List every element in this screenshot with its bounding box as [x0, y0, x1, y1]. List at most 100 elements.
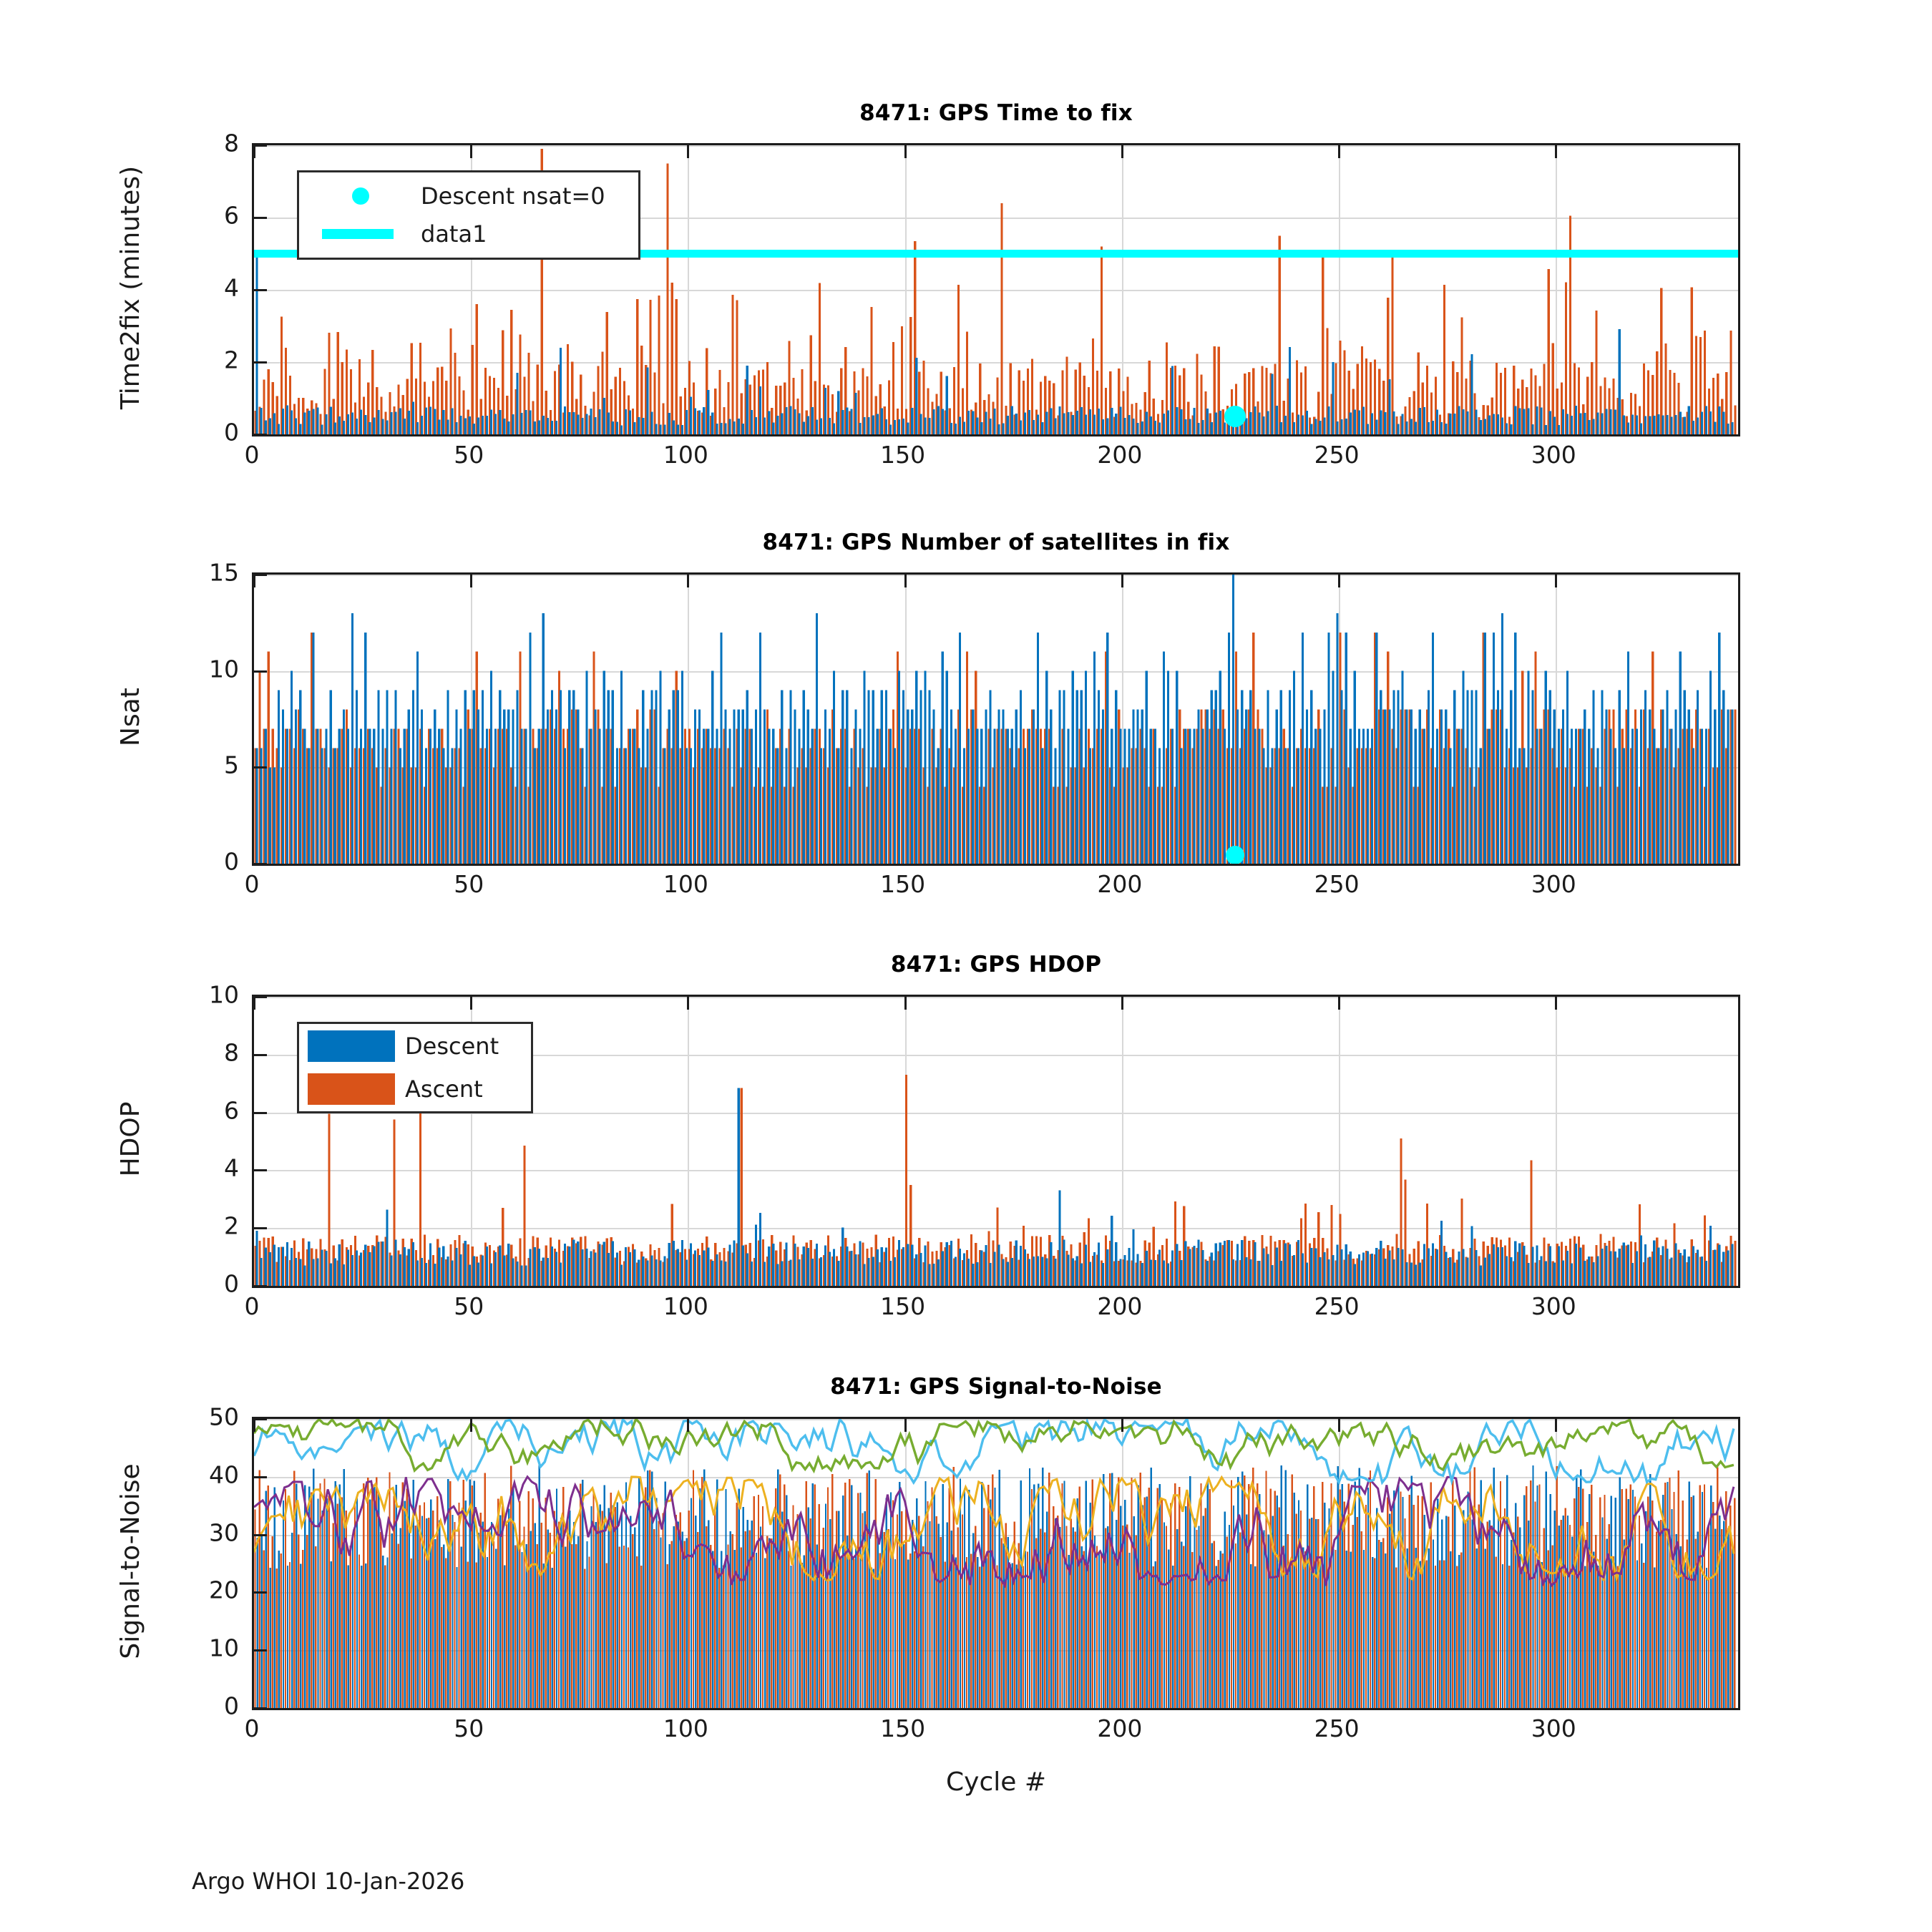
y-tick-mark — [254, 1707, 267, 1709]
bar-descent — [1592, 1262, 1595, 1286]
legend-row-data1[interactable]: data1 — [299, 215, 638, 254]
bar-ascent — [462, 1243, 465, 1286]
bar-ascent — [918, 1238, 921, 1286]
bar-descent — [855, 1546, 857, 1708]
bar-ascent — [336, 1503, 338, 1708]
bar-ascent — [1373, 1254, 1377, 1286]
bar-ascent — [384, 1565, 386, 1708]
grid-line-horizontal — [254, 1476, 1738, 1478]
bar-ascent — [336, 331, 339, 434]
bar-ascent — [866, 786, 869, 864]
bar-ascent — [905, 767, 908, 864]
bar-ascent — [575, 1544, 577, 1708]
bar-descent — [642, 418, 645, 434]
bar-descent — [1314, 1248, 1317, 1286]
bar-ascent — [784, 1484, 786, 1708]
bar-descent — [867, 417, 870, 434]
bar-ascent — [970, 409, 973, 434]
bar-descent — [758, 632, 762, 864]
bar-descent — [1462, 409, 1465, 434]
bar-ascent — [1104, 1528, 1107, 1708]
bar-descent — [1588, 419, 1591, 434]
bar-descent — [1141, 1505, 1143, 1708]
bar-descent — [1245, 1257, 1248, 1286]
bar-descent — [720, 423, 723, 434]
bar-descent — [1340, 690, 1343, 864]
bar-ascent — [514, 1545, 517, 1708]
bar-descent — [1388, 1250, 1391, 1286]
bar-descent — [681, 1531, 684, 1708]
bar-descent — [1340, 419, 1343, 434]
bar-ascent — [979, 1250, 982, 1286]
bar-ascent — [645, 364, 648, 434]
legend-hdop[interactable]: Descent Ascent — [297, 1022, 533, 1113]
legend-row-descent-nsat0[interactable]: Descent nsat=0 — [299, 177, 638, 215]
legend-row-ascent[interactable]: Ascent — [299, 1068, 531, 1111]
bar-ascent — [1673, 767, 1676, 864]
bar-ascent — [775, 748, 778, 864]
bar-ascent — [914, 728, 917, 864]
bar-ascent — [1165, 1526, 1168, 1708]
bar-descent — [794, 1548, 796, 1708]
bar-ascent — [1400, 709, 1402, 864]
bar-descent — [1527, 1263, 1530, 1286]
bar-ascent — [336, 748, 339, 864]
bar-ascent — [302, 728, 305, 864]
bar-descent — [1609, 1251, 1612, 1286]
bar-descent — [442, 748, 445, 864]
bar-descent — [265, 1491, 267, 1708]
bar-descent — [981, 1481, 983, 1708]
panel-hdop: 8471: GPS HDOP Descent Ascent 0 2 4 6 8 10 0 50 1… — [116, 952, 1740, 1320]
bar-ascent — [879, 1262, 882, 1286]
bar-ascent — [623, 748, 626, 864]
series-layer — [254, 1419, 1736, 1708]
bar-descent — [1231, 575, 1235, 864]
bar-ascent — [271, 728, 274, 864]
legend-label-ascent: Ascent — [405, 1075, 483, 1103]
legend-time-to-fix[interactable]: Descent nsat=0 data1 — [297, 170, 640, 260]
bar-ascent — [353, 1503, 356, 1708]
bar-ascent — [557, 670, 561, 864]
bar-ascent — [701, 748, 704, 864]
legend-row-descent[interactable]: Descent — [299, 1025, 531, 1068]
bar-ascent — [753, 786, 756, 864]
bar-ascent — [935, 1516, 937, 1708]
bar-ascent — [688, 1510, 691, 1708]
bar-descent — [351, 412, 354, 434]
bar-descent — [546, 418, 549, 434]
bar-ascent — [389, 767, 391, 864]
bar-ascent — [701, 412, 704, 434]
bar-descent — [1189, 728, 1191, 864]
bar-descent — [854, 392, 857, 434]
bar-ascent — [523, 376, 526, 434]
bar-descent — [1176, 1244, 1179, 1286]
bar-ascent — [1057, 1249, 1060, 1286]
bar-descent — [1071, 414, 1074, 434]
bar-ascent — [1660, 1255, 1663, 1286]
bar-ascent — [1096, 1546, 1098, 1708]
bar-ascent — [263, 1550, 265, 1708]
bar-ascent — [1126, 376, 1129, 434]
bar-descent — [1132, 709, 1135, 864]
bar-descent — [489, 670, 493, 864]
bar-ascent — [1694, 1253, 1697, 1286]
bar-ascent — [1169, 367, 1173, 434]
bar-ascent — [1274, 1491, 1276, 1708]
bar-descent — [1639, 709, 1643, 864]
bar-descent — [1679, 411, 1682, 434]
bar-descent — [1518, 1243, 1521, 1286]
bar-ascent — [1460, 1552, 1463, 1708]
bar-ascent — [1360, 1260, 1364, 1286]
bar-descent — [1146, 1496, 1148, 1708]
bar-ascent — [1586, 1259, 1589, 1286]
bar-ascent — [1269, 1236, 1272, 1286]
bar-ascent — [1179, 709, 1181, 864]
bar-ascent — [904, 1509, 907, 1708]
bar-ascent — [1629, 393, 1632, 434]
bar-ascent — [1404, 1518, 1406, 1708]
bar-descent — [1635, 728, 1639, 864]
bar-ascent — [436, 367, 439, 434]
bar-descent — [1657, 414, 1660, 434]
bar-ascent — [996, 377, 999, 434]
